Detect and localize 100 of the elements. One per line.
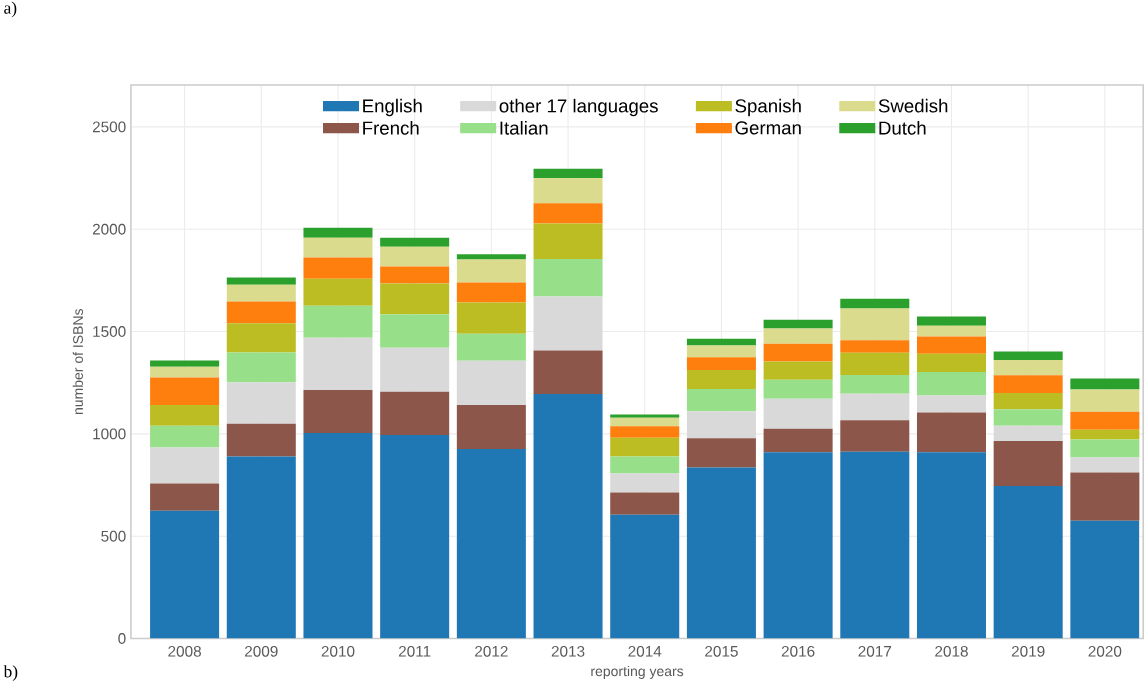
bar: [763, 361, 833, 380]
x-tick-label: 2010: [321, 646, 355, 658]
bar: [993, 486, 1063, 639]
bar: [840, 375, 910, 395]
bar: [1070, 439, 1140, 458]
bar: [686, 357, 756, 371]
bar: [533, 296, 603, 351]
bar: [610, 473, 680, 493]
x-axis-title: reporting years: [591, 666, 684, 680]
x-tick-label: 2015: [705, 646, 738, 658]
bar: [380, 347, 450, 392]
bar: [150, 483, 220, 511]
bar: [763, 452, 833, 639]
bar: [916, 336, 986, 354]
bar: [610, 492, 680, 515]
bar: [1070, 520, 1140, 639]
bar: [686, 345, 756, 358]
bar: [993, 360, 1063, 376]
x-tick-label: 2012: [475, 646, 508, 658]
bar: [916, 452, 986, 639]
bar: [533, 223, 603, 260]
bar: [456, 282, 526, 303]
x-tick-label: 2014: [628, 646, 662, 658]
bar: [610, 414, 680, 418]
legend-label: Swedish: [878, 99, 948, 113]
bar: [533, 259, 603, 297]
bar: [686, 438, 756, 468]
x-tick-label: 2017: [858, 646, 892, 658]
bar: [610, 456, 680, 474]
bar: [380, 435, 450, 639]
legend-label: other 17 languages: [499, 99, 658, 117]
bar: [993, 409, 1063, 426]
bar: [533, 350, 603, 395]
bar: [226, 382, 296, 424]
bar: [303, 257, 373, 279]
y-axis-title: number of ISBNs: [72, 309, 83, 415]
bar: [840, 308, 910, 341]
bar: [610, 417, 680, 427]
bar: [456, 302, 526, 335]
x-tick-label: 2008: [168, 646, 201, 658]
bar: [993, 393, 1063, 410]
bar: [303, 306, 373, 338]
bar: [840, 451, 910, 639]
bar: [226, 423, 296, 457]
bar: [993, 375, 1063, 394]
bar: [686, 370, 756, 390]
bar: [226, 301, 296, 324]
bar: [1070, 412, 1140, 431]
x-tick-label: 2011: [398, 646, 431, 658]
text: a): [4, 1, 17, 18]
x-tick-label: 2019: [1011, 646, 1045, 658]
bar: [303, 433, 373, 639]
bar: [226, 284, 296, 302]
bar: [380, 314, 450, 348]
bar: [763, 319, 833, 329]
bar: [916, 326, 986, 337]
bar: [150, 367, 220, 378]
y-tick-label: 1000: [93, 428, 126, 440]
bar: [916, 412, 986, 453]
bar: [840, 394, 910, 421]
bar: [1070, 457, 1140, 473]
bar: [840, 420, 910, 452]
bar: [993, 425, 1063, 442]
bar: [380, 266, 450, 284]
x-tick-label: 2018: [935, 646, 968, 658]
bar: [150, 447, 220, 484]
bar: [226, 277, 296, 285]
legend-label: Spanish: [735, 99, 801, 117]
bar: [533, 394, 603, 639]
bar: [456, 259, 526, 283]
bar: [1070, 378, 1140, 390]
bar: [763, 379, 833, 399]
x-tick-label: 2020: [1088, 646, 1122, 658]
bar: [686, 411, 756, 439]
bar: [916, 372, 986, 396]
x-tick-label: 2013: [551, 646, 585, 658]
legend-label: German: [735, 121, 801, 135]
bar: [456, 361, 526, 406]
bar: [993, 441, 1063, 487]
bar: [303, 278, 373, 307]
bar: [993, 351, 1063, 361]
bar: [916, 316, 986, 327]
bar: [380, 247, 450, 267]
bar: [763, 344, 833, 362]
bar: [303, 238, 373, 258]
bar: [456, 449, 526, 639]
bar: [610, 514, 680, 639]
bar: [1070, 430, 1140, 440]
bar: [763, 328, 833, 345]
bar: [456, 405, 526, 450]
bar: [150, 425, 220, 448]
legend-label: English: [363, 99, 422, 117]
bar: [686, 467, 756, 639]
x-tick-label: 2009: [245, 646, 278, 658]
bar: [226, 352, 296, 383]
bar: [456, 334, 526, 362]
y-tick-label: 2000: [92, 224, 126, 235]
bar: [226, 456, 296, 639]
bar: [380, 238, 450, 248]
bar: [533, 203, 603, 224]
